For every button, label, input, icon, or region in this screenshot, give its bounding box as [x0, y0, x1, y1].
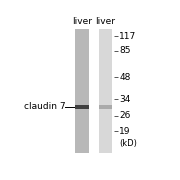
Text: 19: 19 — [120, 127, 131, 136]
Text: liver: liver — [72, 17, 92, 26]
Text: 85: 85 — [120, 46, 131, 55]
Text: 48: 48 — [120, 73, 131, 82]
Text: 34: 34 — [120, 95, 131, 104]
Bar — [75, 29, 89, 153]
Bar — [98, 29, 112, 153]
Text: claudin 7: claudin 7 — [24, 102, 66, 111]
Text: 117: 117 — [120, 32, 137, 41]
Text: liver: liver — [96, 17, 116, 26]
Bar — [75, 105, 89, 109]
Text: (kD): (kD) — [120, 139, 137, 148]
Text: 26: 26 — [120, 111, 131, 120]
Bar — [98, 105, 112, 109]
